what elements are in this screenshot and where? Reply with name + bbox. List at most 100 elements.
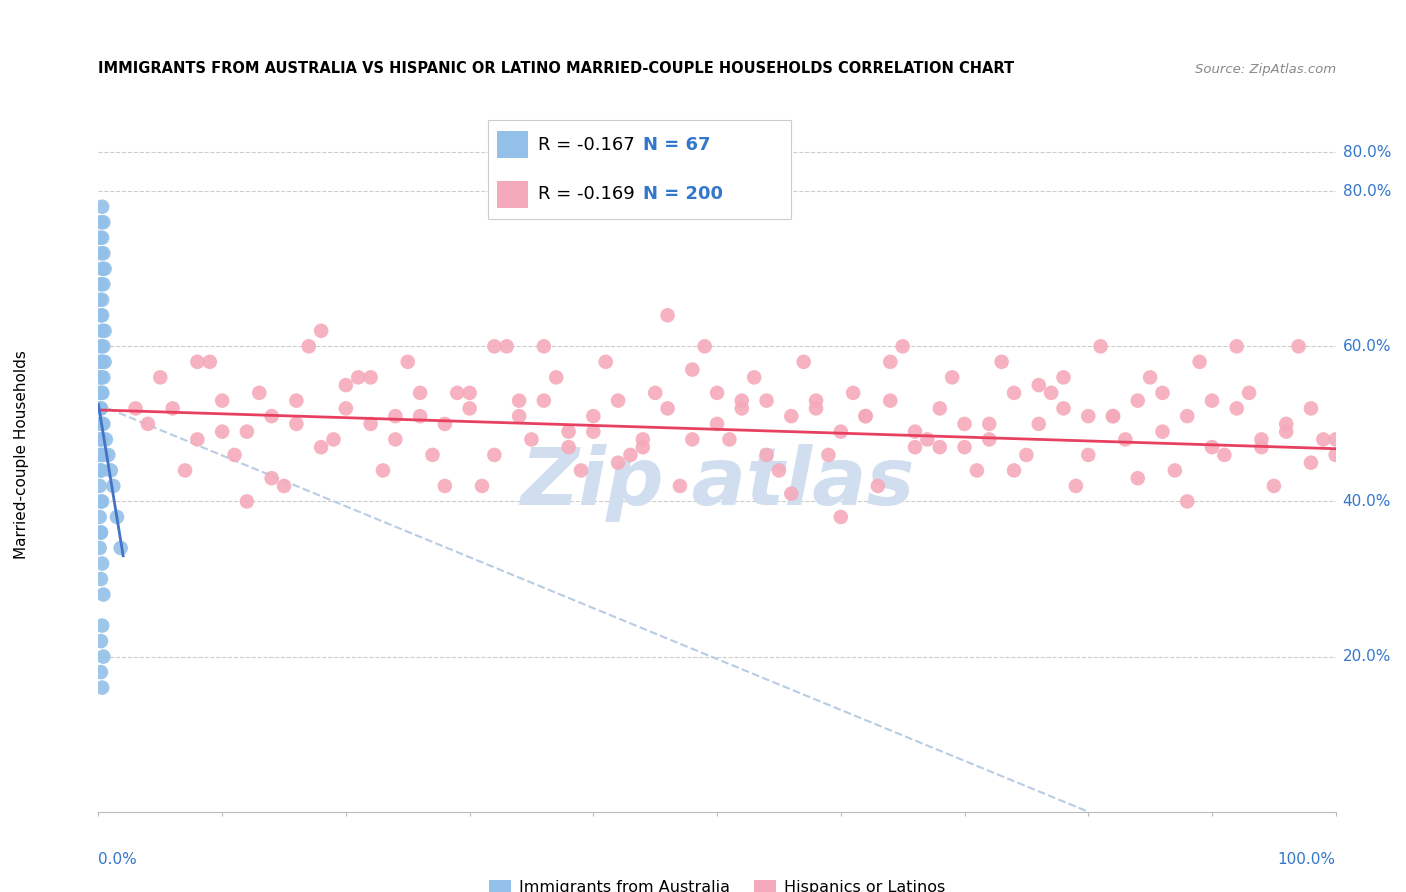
Point <box>979 433 1001 447</box>
Point <box>174 463 197 477</box>
Point <box>520 433 543 447</box>
Point <box>90 433 112 447</box>
Point <box>93 649 115 664</box>
Point <box>93 246 115 260</box>
Point <box>595 355 617 369</box>
Point <box>93 448 115 462</box>
Point <box>830 425 852 439</box>
Point <box>90 525 112 540</box>
Point <box>1028 417 1050 431</box>
Point <box>804 401 827 416</box>
Text: N = 67: N = 67 <box>643 136 710 153</box>
Point <box>657 401 679 416</box>
Point <box>681 362 703 376</box>
Point <box>309 440 332 454</box>
Point <box>1288 339 1310 353</box>
Point <box>681 433 703 447</box>
Point <box>89 448 111 462</box>
Point <box>93 324 115 338</box>
Point <box>1175 409 1198 424</box>
Point <box>1201 393 1223 408</box>
Point <box>298 339 321 353</box>
Point <box>607 393 630 408</box>
Text: Married-couple Households: Married-couple Households <box>14 351 28 559</box>
Point <box>309 324 332 338</box>
Point <box>90 634 112 648</box>
Point <box>396 355 419 369</box>
Point <box>879 393 901 408</box>
Point <box>484 339 506 353</box>
Point <box>1015 448 1038 462</box>
Point <box>224 448 246 462</box>
Point <box>1152 425 1174 439</box>
Point <box>100 463 122 477</box>
Point <box>657 308 679 322</box>
Point <box>731 401 754 416</box>
Point <box>631 433 654 447</box>
Point <box>768 463 790 477</box>
Text: 60.0%: 60.0% <box>1343 339 1391 354</box>
Point <box>90 339 112 353</box>
Point <box>1299 401 1322 416</box>
Point <box>90 215 112 229</box>
Point <box>1226 339 1249 353</box>
Point <box>105 510 128 524</box>
Point <box>953 417 976 431</box>
Point <box>631 440 654 454</box>
Text: Source: ZipAtlas.com: Source: ZipAtlas.com <box>1195 62 1336 76</box>
Point <box>1201 440 1223 454</box>
Point <box>1077 448 1099 462</box>
Point <box>124 401 146 416</box>
Point <box>484 448 506 462</box>
Point <box>607 456 630 470</box>
Point <box>433 417 456 431</box>
Point <box>90 525 112 540</box>
Point <box>89 370 111 384</box>
Point <box>384 433 406 447</box>
Point <box>644 385 666 400</box>
Point <box>557 425 579 439</box>
Point <box>422 448 444 462</box>
Point <box>917 433 939 447</box>
Point <box>855 409 877 424</box>
Point <box>1299 456 1322 470</box>
Point <box>1275 417 1298 431</box>
Point <box>817 448 839 462</box>
Point <box>91 385 114 400</box>
Point <box>91 618 114 632</box>
Point <box>569 463 592 477</box>
Point <box>285 393 308 408</box>
Point <box>260 409 283 424</box>
Point <box>582 409 605 424</box>
Text: N = 200: N = 200 <box>643 186 723 203</box>
Point <box>335 401 357 416</box>
Point <box>742 370 765 384</box>
Point <box>162 401 184 416</box>
Text: 80.0%: 80.0% <box>1343 145 1391 160</box>
Point <box>149 370 172 384</box>
Point <box>322 433 344 447</box>
Point <box>91 308 114 322</box>
Point <box>89 355 111 369</box>
Point <box>360 417 382 431</box>
Text: R = -0.167: R = -0.167 <box>537 136 634 153</box>
Point <box>1102 409 1125 424</box>
Point <box>706 417 728 431</box>
Point <box>91 494 114 508</box>
Text: 0.0%: 0.0% <box>98 852 138 867</box>
Point <box>90 401 112 416</box>
Point <box>90 494 112 508</box>
Point <box>260 471 283 485</box>
Point <box>91 293 114 307</box>
Point <box>90 463 112 477</box>
Point <box>89 417 111 431</box>
Point <box>866 479 889 493</box>
Point <box>93 355 115 369</box>
Point <box>89 479 111 493</box>
Text: 80.0%: 80.0% <box>1343 184 1391 199</box>
Point <box>91 200 114 214</box>
Point <box>1114 433 1136 447</box>
Point <box>1064 479 1087 493</box>
Point <box>247 385 270 400</box>
Point <box>669 479 692 493</box>
